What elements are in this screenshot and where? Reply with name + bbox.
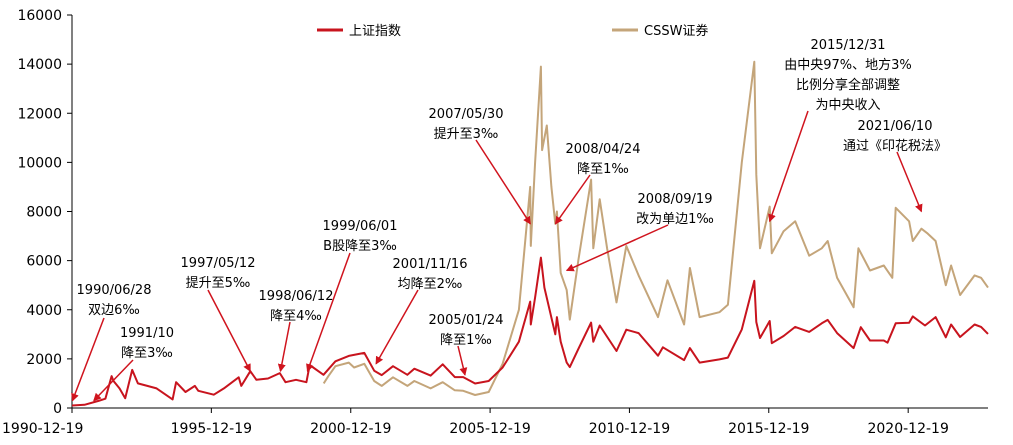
y-tick-label: 6000 bbox=[26, 254, 62, 270]
annotation-arrow bbox=[277, 321, 291, 373]
x-tick-label: 1990-12-19 bbox=[2, 421, 83, 437]
series-line bbox=[322, 60, 989, 396]
x-tick-label: 2020-12-19 bbox=[867, 421, 948, 437]
series-lines bbox=[71, 60, 989, 407]
annotation-text: 2015/12/31 bbox=[811, 38, 886, 53]
x-tick-label: 2000-12-19 bbox=[310, 421, 391, 437]
annotation-text: 2005/01/24 bbox=[429, 313, 504, 328]
annotation-text: 降至1‰ bbox=[440, 333, 492, 348]
annotation-text: 提升至3‰ bbox=[434, 126, 499, 142]
annotation-text: 由中央97%、地方3% bbox=[784, 57, 912, 73]
x-axis-ticks: 1990-12-19 1995-12-19 2000-12-19 2005-12-19… bbox=[2, 408, 949, 437]
annotation-arrow bbox=[896, 151, 923, 213]
y-tick-label: 12000 bbox=[17, 106, 62, 122]
annotation-arrow bbox=[554, 174, 591, 225]
annotation-text: 比例分享全部调整 bbox=[796, 77, 900, 93]
series-line bbox=[71, 256, 989, 407]
annotation-text: 1990/06/28 bbox=[77, 283, 152, 298]
x-tick-label: 1995-12-19 bbox=[171, 421, 252, 437]
annotation-arrow bbox=[93, 359, 134, 402]
annotation-text: 1997/05/12 bbox=[181, 256, 256, 271]
annotation-text: 2001/11/16 bbox=[393, 257, 468, 272]
legend-label: 上证指数 bbox=[349, 24, 401, 39]
y-tick-label: 14000 bbox=[17, 57, 62, 73]
annotation-text: 1991/10 bbox=[120, 326, 174, 341]
y-tick-label: 10000 bbox=[17, 155, 62, 171]
annotation-text: B股降至3‰ bbox=[323, 239, 397, 254]
annotation-arrow bbox=[306, 252, 351, 373]
annotation-text: 1998/06/12 bbox=[259, 289, 334, 304]
annotation-arrow bbox=[475, 139, 531, 225]
y-tick-label: 2000 bbox=[26, 352, 62, 368]
annotation-text: 2008/04/24 bbox=[566, 142, 641, 157]
annotation-text: 2007/05/30 bbox=[429, 107, 504, 122]
annotations: 1990/06/28 双边6‰ 1991/10 降至3‰ 1997/05/12 提升至5‰… bbox=[71, 38, 947, 402]
y-tick-label: 0 bbox=[53, 401, 62, 417]
annotation-text: 降至4‰ bbox=[270, 309, 322, 324]
annotation-text: 降至3‰ bbox=[121, 346, 173, 361]
annotation-arrow bbox=[71, 317, 105, 402]
y-tick-label: 8000 bbox=[26, 205, 62, 221]
annotation-arrow bbox=[565, 224, 669, 272]
x-tick-label: 2015-12-19 bbox=[728, 421, 809, 437]
annotation-arrow bbox=[207, 289, 251, 373]
annotation-text: 改为单边1‰ bbox=[636, 212, 714, 227]
annotation-text: 通过《印花税法》 bbox=[843, 138, 947, 154]
y-axis-ticks: 0 2000 4000 6000 8000 10000 12000 14000 16000 bbox=[17, 8, 72, 417]
annotation-text: 降至1‰ bbox=[577, 162, 629, 177]
annotation-arrow bbox=[457, 345, 468, 376]
annotation-text: 1999/06/01 bbox=[323, 219, 398, 234]
annotation-text: 2021/06/10 bbox=[858, 119, 933, 134]
annotation-text: 提升至5‰ bbox=[186, 275, 251, 291]
annotation-text: 为中央收入 bbox=[815, 98, 880, 113]
x-tick-label: 2005-12-19 bbox=[449, 421, 530, 437]
legend: 上证指数 CSSW证券 bbox=[317, 23, 708, 39]
annotation-text: 双边6‰ bbox=[88, 303, 140, 318]
annotation-arrow bbox=[375, 289, 419, 365]
legend-label: CSSW证券 bbox=[644, 23, 708, 39]
y-tick-label: 16000 bbox=[17, 8, 62, 24]
annotation-text: 均降至2‰ bbox=[398, 277, 463, 292]
annotation-arrow bbox=[768, 110, 809, 223]
annotation-text: 2008/09/19 bbox=[638, 192, 713, 207]
x-tick-label: 2010-12-19 bbox=[589, 421, 670, 437]
y-tick-label: 4000 bbox=[26, 303, 62, 319]
